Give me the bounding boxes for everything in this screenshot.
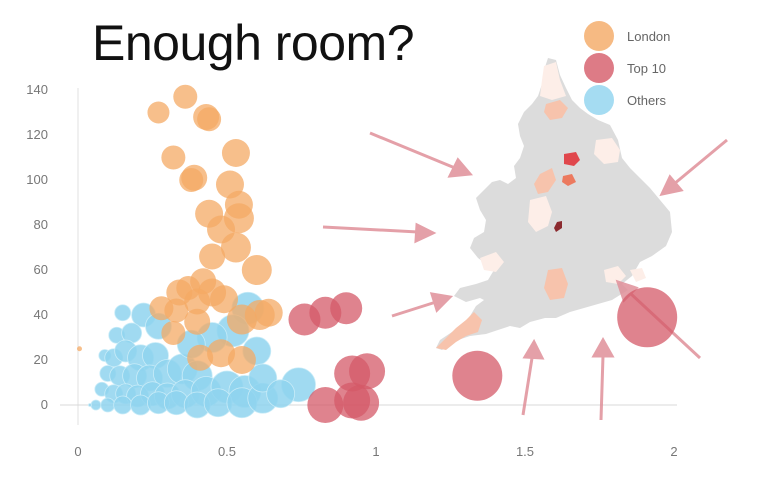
data-bubble[interactable] (197, 107, 222, 132)
arrow-icon (591, 336, 615, 421)
series-top-10 (288, 287, 678, 423)
data-bubble[interactable] (184, 308, 211, 335)
legend-label: Others (627, 92, 667, 108)
data-bubble[interactable] (113, 395, 133, 415)
legend-item-top10[interactable]: Top 10 (584, 52, 670, 84)
region-sheffield (562, 174, 576, 186)
x-tick-label: 1.5 (515, 444, 535, 459)
y-tick-label: 80 (33, 217, 48, 232)
data-bubble[interactable] (100, 397, 116, 413)
legend-swatch-icon (584, 53, 614, 83)
x-tick-label: 1 (372, 444, 380, 459)
y-tick-label: 0 (40, 397, 48, 412)
data-bubble[interactable] (76, 346, 82, 352)
region-wiltshire (544, 268, 568, 300)
region-kent-light (630, 268, 646, 282)
region-manchester (534, 168, 556, 194)
y-tick-label: 60 (33, 262, 48, 277)
series-others (88, 291, 316, 419)
data-bubble[interactable] (173, 84, 198, 109)
data-bubble[interactable] (114, 304, 132, 322)
data-bubble[interactable] (241, 255, 272, 285)
data-bubble[interactable] (179, 168, 204, 192)
legend-label: Top 10 (627, 60, 667, 76)
data-bubble[interactable] (349, 353, 386, 390)
data-bubble[interactable] (164, 298, 189, 323)
data-bubble[interactable] (254, 298, 283, 327)
region-birmingham (554, 221, 562, 232)
data-bubble[interactable] (227, 346, 256, 374)
data-bubble[interactable] (88, 403, 92, 407)
region-tyne-wear (544, 100, 568, 120)
data-bubble[interactable] (330, 292, 363, 325)
data-bubble[interactable] (266, 379, 296, 409)
annotation-arrows (322, 131, 728, 421)
region-leeds (564, 152, 580, 166)
legend: London Top 10 Others (584, 20, 670, 116)
data-bubble[interactable] (452, 350, 503, 401)
data-bubble[interactable] (343, 384, 380, 421)
legend-swatch-icon (584, 21, 614, 51)
legend-swatch-icon (584, 85, 614, 115)
arrow-icon (659, 138, 728, 197)
y-tick-label: 40 (33, 307, 48, 322)
series-london (76, 84, 283, 374)
region-midlands-light (528, 196, 552, 232)
data-bubble[interactable] (220, 232, 251, 263)
region-bristol-light (480, 252, 504, 272)
data-bubble[interactable] (210, 285, 239, 314)
bubble-layer (76, 84, 678, 423)
legend-label: London (627, 28, 671, 44)
arrow-icon (322, 222, 437, 244)
england-wales-map (436, 58, 672, 350)
data-bubble[interactable] (161, 321, 186, 345)
data-bubble[interactable] (90, 399, 102, 411)
y-tick-label: 100 (26, 172, 48, 187)
data-bubble[interactable] (184, 288, 211, 315)
page-title: Enough room? (92, 15, 415, 71)
y-tick-label: 140 (26, 82, 48, 97)
data-bubble[interactable] (187, 344, 214, 371)
region-cornwall (436, 312, 482, 350)
data-bubble[interactable] (617, 287, 678, 348)
data-bubble[interactable] (161, 145, 186, 170)
y-tick-label: 120 (26, 127, 48, 142)
legend-item-london[interactable]: London (584, 20, 670, 52)
region-north-east-light (540, 62, 566, 100)
legend-item-others[interactable]: Others (584, 84, 670, 116)
y-tick-label: 20 (33, 352, 48, 367)
x-tick-label: 0.5 (217, 444, 237, 459)
arrow-icon (521, 338, 545, 416)
data-bubble[interactable] (307, 387, 344, 423)
x-tick-label: 0 (74, 444, 82, 459)
x-tick-label: 2 (670, 444, 678, 459)
data-bubble[interactable] (221, 139, 250, 167)
arrow-icon (391, 292, 454, 318)
data-bubble[interactable] (147, 101, 170, 124)
arrow-icon (369, 131, 474, 178)
data-bubble[interactable] (199, 243, 226, 270)
region-london-light (604, 266, 626, 284)
region-yorkshire-light (594, 138, 620, 164)
